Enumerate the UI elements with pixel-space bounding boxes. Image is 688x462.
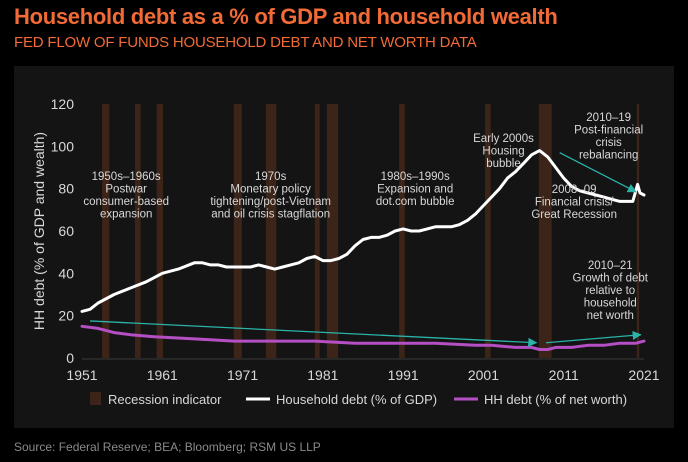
recession-band [102, 104, 110, 358]
annotation-line: dot.com bubble [376, 196, 455, 208]
annotation-line: Expansion and [377, 184, 453, 196]
annotation-line: Financial crisis/ [535, 196, 614, 208]
legend-label-recession: Recession indicator [108, 392, 222, 407]
annotation-line: Monetary policy [230, 184, 311, 196]
series-line-debt-networth [80, 324, 646, 351]
recession-band [485, 104, 491, 358]
annotation-line: Housing [482, 146, 524, 158]
x-tick-label: 1981 [307, 367, 338, 383]
recession-band [399, 104, 405, 358]
line-chart: 0 20 40 60 80 100 120 1951 1961 1971 1981 1991 2001 2… [31, 96, 660, 407]
annotation-line: household [584, 298, 637, 310]
recession-band [156, 104, 164, 358]
legend-label-debt-networth: HH debt (% of net worth) [484, 392, 627, 407]
recession-band [538, 104, 552, 358]
chart-annotation: 2010–21 Growth of debt relative to househol… [573, 260, 649, 322]
y-tick-label: 0 [66, 350, 74, 366]
recession-band [265, 104, 277, 358]
annotation-line: consumer-based [83, 196, 169, 208]
annotation-line: relative to [585, 285, 635, 297]
x-tick-label: 2001 [468, 367, 499, 383]
recession-band [314, 104, 320, 358]
series-line-debt-gdp [80, 149, 646, 313]
annotation-arrow [545, 330, 642, 344]
annotation-line: bubble [486, 158, 521, 170]
x-tick-label: 2021 [628, 367, 659, 383]
annotation-line: 1970s [255, 171, 287, 183]
annotation-line: net worth [587, 310, 634, 322]
chart-annotation: Early 2000s Housing bubble [473, 133, 534, 170]
annotation-line: 1980s–1990s [381, 171, 450, 183]
x-tick-label: 1971 [227, 367, 258, 383]
annotation-line: Postwar [105, 184, 147, 196]
annotation-line: tightening/post-Vietnam [210, 196, 331, 208]
annotation-line: Great Recession [531, 209, 617, 221]
annotation-line: 2010–21 [588, 260, 633, 272]
annotation-line: 2008–09 [552, 184, 597, 196]
y-tick-label: 100 [51, 138, 75, 154]
annotation-line: rebalancing [579, 149, 638, 161]
legend-label-debt-gdp: Household debt (% of GDP) [276, 392, 437, 407]
y-axis-label: HH debt (% of GDP and wealth) [31, 132, 47, 330]
chart-title: Household debt as a % of GDP and househo… [14, 4, 558, 29]
annotation-arrow [89, 320, 538, 347]
chart-annotation: 1950s–1960s Postwar consumer-based expansio… [83, 171, 169, 221]
chart-annotation: 2010–19 Post-financial crisis rebalancing [574, 112, 643, 162]
y-tick-label: 40 [58, 265, 74, 281]
recession-band [233, 104, 242, 358]
annotation-line: Post-financial [574, 124, 643, 136]
y-tick-label: 20 [58, 308, 74, 324]
annotation-line: 2010–19 [586, 112, 631, 124]
chart-subtitle: FED FLOW OF FUNDS HOUSEHOLD DEBT AND NET… [14, 34, 477, 51]
chart-panel: 0 20 40 60 80 100 120 1951 1961 1971 1981 1991 2001 2… [14, 66, 674, 428]
recession-band [636, 104, 640, 358]
annotation-line: 1950s–1960s [92, 171, 161, 183]
recession-band [134, 104, 141, 358]
y-tick-label: 120 [51, 96, 75, 112]
chart-annotation: 1980s–1990s Expansion and dot.com bubble [376, 171, 455, 208]
chart-annotation: 2008–09 Financial crisis/Great Recession [531, 184, 617, 221]
x-tick-label: 1951 [66, 367, 97, 383]
y-tick-label: 80 [58, 181, 74, 197]
annotation-line: Growth of debt [573, 273, 649, 285]
x-tick-label: 2011 [549, 367, 579, 383]
annotation-line: crisis [596, 137, 622, 149]
legend-swatch-recession [90, 392, 101, 405]
x-tick-label: 1961 [147, 367, 178, 383]
annotation-arrow [559, 152, 637, 193]
annotation-line: and oil crisis stagflation [211, 209, 330, 221]
y-tick-label: 60 [58, 223, 74, 239]
x-tick-label: 1991 [388, 367, 419, 383]
annotation-line: Early 2000s [473, 133, 534, 145]
chart-annotation: 1970s Monetary policy tightening/post-Viet… [210, 171, 331, 221]
annotation-line: expansion [100, 209, 152, 221]
recession-band [326, 104, 339, 358]
source-note: Source: Federal Reserve; BEA; Bloomberg;… [14, 440, 321, 454]
